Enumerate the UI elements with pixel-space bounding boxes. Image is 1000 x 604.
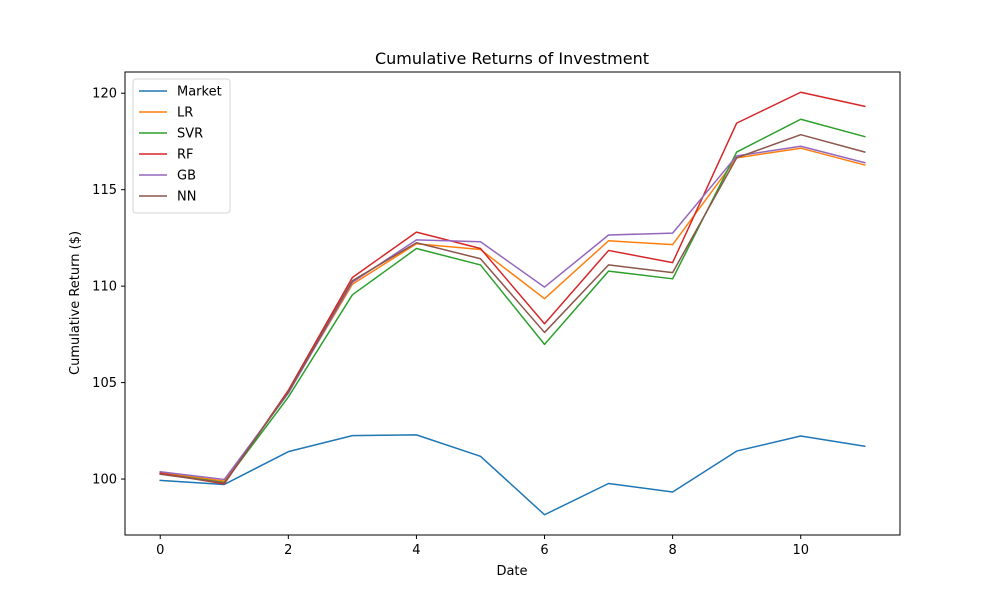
x-tick-label: 10 [792,543,809,558]
series-line-gb [159,145,866,481]
series-line-market [159,434,866,516]
series-line-nn [159,133,866,484]
chart-title: Cumulative Returns of Investment [375,49,649,68]
plot-frame [124,71,901,536]
y-tick-label: 105 [92,376,117,391]
x-tick-label: 2 [284,543,292,558]
y-tick-label: 115 [92,183,117,198]
x-tick-label: 6 [540,543,548,558]
series-layer [159,91,866,516]
y-tick-label: 100 [92,473,117,488]
series-line-rf [159,91,866,485]
x-tick-label: 8 [668,543,676,558]
legend: Market LR SVR RF GB NN [132,78,231,214]
y-tick-label: 120 [92,87,117,102]
y-tick-label: 110 [92,280,117,295]
series-line-lr [159,147,866,482]
legend-label-lr: LR [177,106,193,121]
x-tick-label: 0 [156,543,164,558]
x-axis-label: Date [496,564,527,579]
legend-label-svr: SVR [177,127,203,142]
legend-label-gb: GB [177,169,196,184]
legend-label-market: Market [177,85,222,100]
y-axis-label: Cumulative Return ($) [68,231,83,375]
x-tick-label: 4 [412,543,420,558]
legend-label-nn: NN [177,190,196,205]
legend-label-rf: RF [177,148,194,163]
series-line-svr [159,118,866,484]
axes-layer: 0 2 4 6 8 10 100 105 110 115 120 [92,71,901,558]
